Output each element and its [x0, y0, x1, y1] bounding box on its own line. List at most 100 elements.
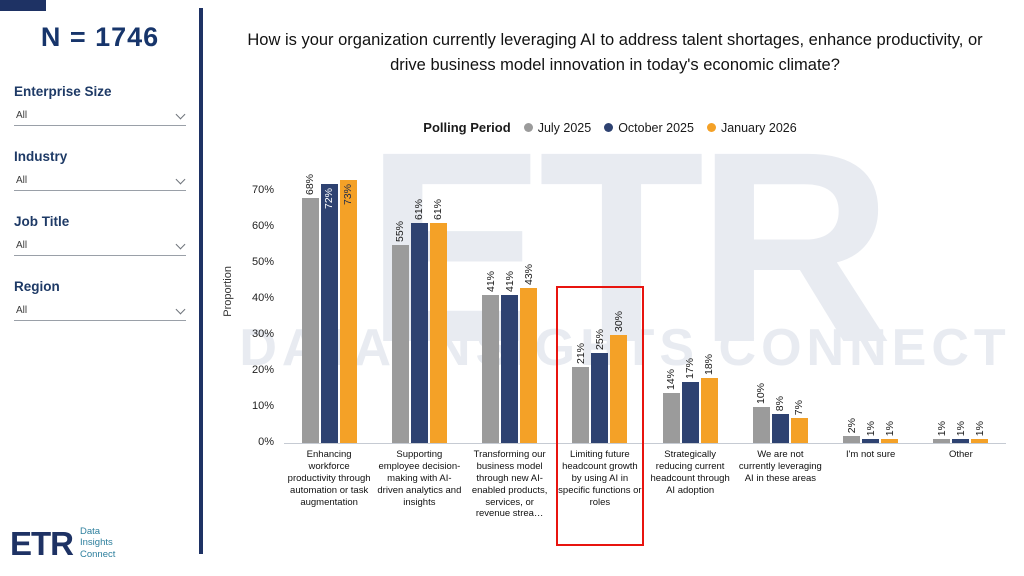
bar-group: 21% 25% 30% [555, 162, 645, 443]
bar-value-label: 55% [394, 220, 407, 242]
bar-july-2025[interactable] [482, 295, 500, 443]
bar-column: 61% [410, 162, 428, 443]
bar-january-2026[interactable] [790, 417, 808, 443]
filter-region: Region All [14, 279, 186, 321]
bar-value-label: 72% [323, 187, 336, 209]
bar-october-2025[interactable] [862, 439, 880, 443]
bar-january-2026[interactable] [881, 439, 899, 443]
chevron-down-icon [175, 174, 186, 184]
bar-group: 10% 8% 7% [735, 162, 825, 443]
bar-july-2025[interactable] [391, 245, 409, 443]
bar-october-2025[interactable] [591, 353, 609, 443]
bar-value-label: 14% [665, 368, 678, 390]
category-label: I'm not sure [845, 449, 896, 460]
bar-july-2025[interactable] [843, 435, 861, 443]
y-tick-label: 70% [251, 184, 274, 196]
category-label: Supporting employee decision-making with… [377, 449, 462, 508]
bar-january-2026[interactable] [610, 335, 628, 443]
bar-value-label: 25% [593, 328, 606, 350]
filter-value: All [16, 110, 28, 121]
bar-value-label: 1% [935, 421, 948, 437]
bar-july-2025[interactable] [572, 367, 590, 443]
bar-group: 55% 61% 61% [374, 162, 464, 443]
bar-value-label: 17% [684, 357, 697, 379]
category-label: Enhancing workforce productivity through… [287, 449, 371, 508]
bar-value-label: 1% [954, 421, 967, 437]
enterprise-size-select[interactable]: All [14, 109, 186, 126]
legend-item-january-2026[interactable]: January 2026 [706, 121, 797, 135]
bar-january-2026[interactable] [429, 223, 447, 443]
bar-column: 1% [952, 162, 970, 443]
bar-january-2026[interactable] [700, 378, 718, 443]
etr-logo: ETR Data Insights Connect [10, 526, 115, 560]
tagline-line: Data [80, 526, 101, 537]
bar-october-2025[interactable] [952, 439, 970, 443]
bar-value-label: 18% [703, 354, 716, 376]
bar-column: 1% [933, 162, 951, 443]
bar-group: 68% 72% 73% [284, 162, 374, 443]
legend-item-july-2025[interactable]: July 2025 [523, 120, 592, 135]
bar-column: 7% [790, 162, 808, 443]
filter-value: All [16, 305, 28, 316]
legend-dot-icon [604, 123, 614, 132]
bar-october-2025[interactable]: 72% [320, 183, 338, 443]
bar-october-2025[interactable] [410, 223, 428, 443]
category-label: Other [948, 449, 973, 460]
bar-july-2025[interactable] [301, 198, 319, 443]
legend-item-october-2025[interactable]: October 2025 [604, 121, 694, 135]
tagline-line: Connect [80, 548, 116, 560]
bar-column: 73% [339, 162, 357, 443]
bar-column: 68% [301, 162, 319, 443]
bar-october-2025[interactable] [771, 414, 789, 443]
bar-october-2025[interactable] [681, 381, 699, 443]
bar-column: 17% [681, 162, 699, 443]
filter-label: Industry [14, 149, 68, 164]
bar-column: 21% [572, 162, 590, 443]
bar-column: 10% [752, 162, 770, 443]
bar-value-label: 41% [503, 271, 516, 293]
filter-enterprise-size: Enterprise Size All [14, 84, 186, 126]
bar-column: 55% [391, 162, 409, 443]
bar-january-2026[interactable] [520, 288, 538, 443]
chevron-down-icon [175, 304, 186, 314]
job-title-select[interactable]: All [14, 239, 186, 256]
tagline-line: Insights [80, 537, 113, 549]
bar-column: 1% [971, 162, 989, 443]
category-label: Strategically reducing current headcount… [650, 449, 730, 496]
bar-january-2026[interactable] [971, 439, 989, 443]
bar-column: 1% [862, 162, 880, 443]
filter-label: Enterprise Size [14, 84, 112, 99]
filter-industry: Industry All [14, 149, 186, 191]
bar-value-label: 43% [522, 264, 535, 286]
bar-column: 61% [429, 162, 447, 443]
bar-july-2025[interactable] [752, 407, 770, 443]
bar-july-2025[interactable] [933, 439, 951, 443]
legend-label: July 2025 [537, 120, 592, 135]
y-tick-label: 10% [251, 400, 274, 412]
bar-column: 18% [700, 162, 718, 443]
sample-size-label: N = 1746 [40, 22, 160, 52]
bar-january-2026[interactable]: 73% [339, 180, 357, 443]
bar-group: 1% 1% 1% [916, 162, 1006, 443]
y-axis-label: Proportion [222, 266, 234, 317]
bar-column: 41% [501, 162, 519, 443]
legend-dot-icon [706, 123, 716, 132]
bar-group: 41% 41% 43% [465, 162, 555, 443]
survey-question-title: How is your organization currently lever… [247, 31, 983, 74]
bar-group: 2% 1% 1% [826, 162, 916, 443]
filter-sidebar: N = 1746 Enterprise Size All Industry Al… [0, 0, 200, 576]
etr-logo-text: ETR [10, 524, 74, 562]
bar-october-2025[interactable] [501, 295, 519, 443]
bar-july-2025[interactable] [662, 392, 680, 443]
grouped-bar-chart: Proportion 0% 10% 20% 30% 40% 50% 60% 70% 68% 72… [222, 162, 1012, 562]
bar-value-label: 2% [845, 417, 858, 433]
bar-value-label: 41% [484, 271, 497, 293]
legend-label: October 2025 [618, 120, 694, 135]
etr-logo-tagline: Data Insights Connect [80, 526, 115, 560]
y-tick-label: 20% [251, 364, 274, 376]
region-select[interactable]: All [14, 304, 186, 321]
y-axis-ticks: 0% 10% 20% 30% 40% 50% 60% 70% [236, 162, 280, 448]
industry-select[interactable]: All [14, 174, 186, 191]
bar-column: 72% [320, 162, 338, 443]
bar-column: 25% [591, 162, 609, 443]
